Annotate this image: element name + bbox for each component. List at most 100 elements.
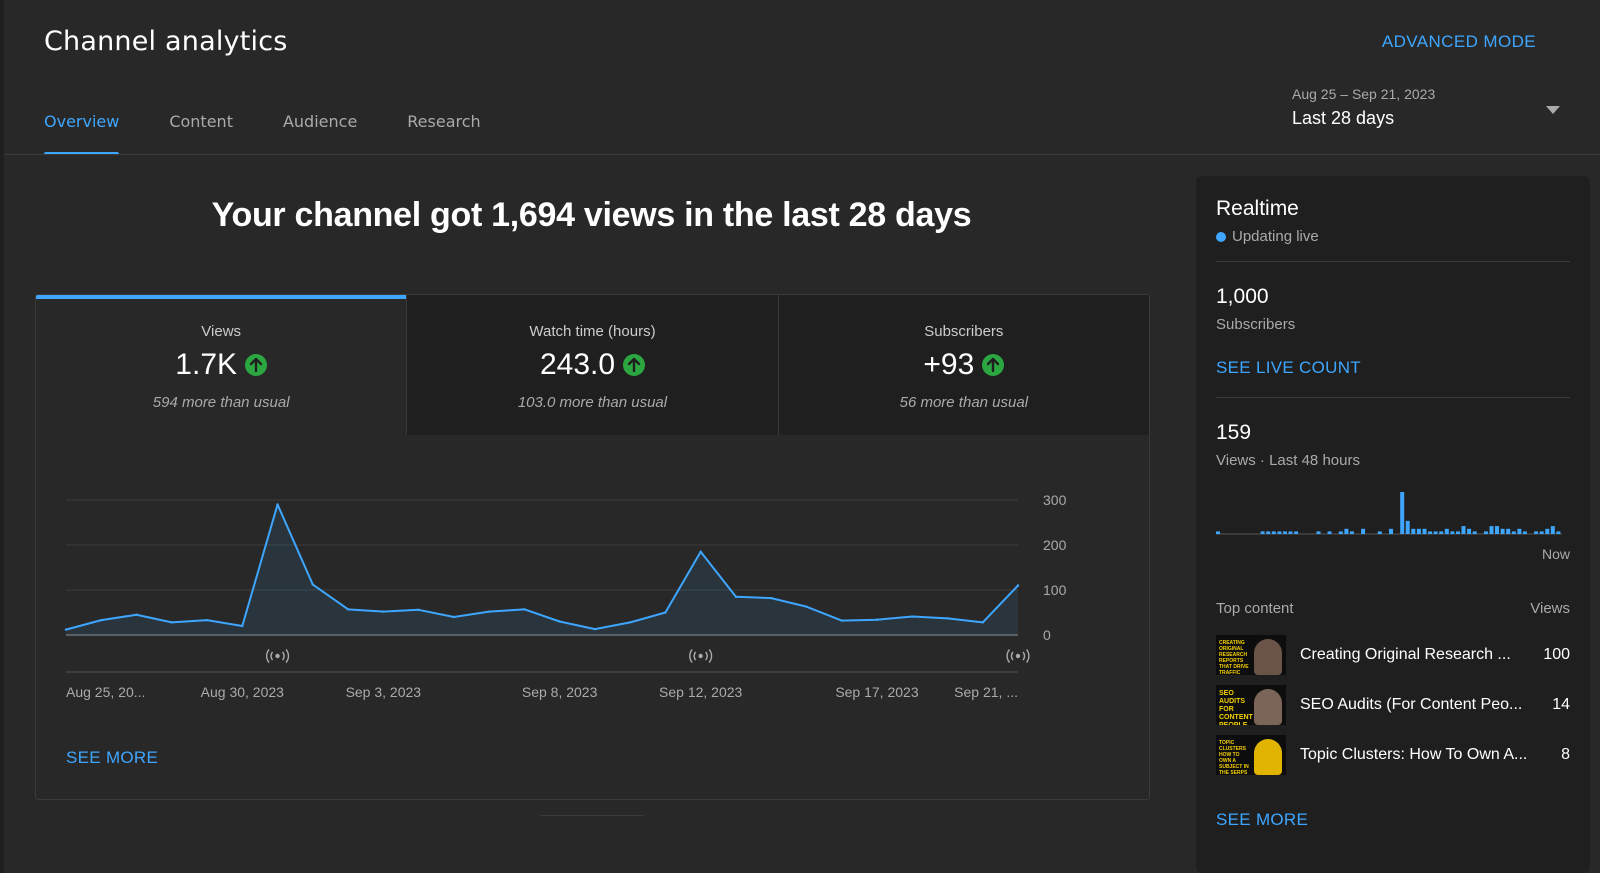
- realtime-bar[interactable]: [1500, 528, 1505, 535]
- data-point: [769, 596, 773, 600]
- realtime-bar[interactable]: [1467, 528, 1472, 535]
- data-point: [100, 618, 103, 622]
- data-point: [805, 605, 808, 608]
- realtime-bar[interactable]: [1349, 531, 1354, 534]
- realtime-bar[interactable]: [1422, 528, 1427, 535]
- date-range-text: Aug 25 – Sep 21, 2023: [1292, 86, 1436, 102]
- realtime-bar[interactable]: [1472, 531, 1477, 534]
- tab-content[interactable]: Content: [169, 112, 233, 131]
- realtime-bar[interactable]: [1428, 531, 1433, 534]
- top-content-item[interactable]: CREATING ORIGINAL RESEARCH REPORTS THAT …: [1216, 635, 1570, 675]
- analytics-tabs: Overview Content Audience Research: [44, 112, 531, 155]
- realtime-bar[interactable]: [1483, 531, 1488, 534]
- metric-tab-subscribers[interactable]: Subscribers +93 56 more than usual: [777, 295, 1149, 435]
- realtime-bar[interactable]: [1495, 526, 1499, 534]
- data-point: [523, 608, 526, 611]
- realtime-bar[interactable]: [1522, 531, 1527, 534]
- realtime-bar[interactable]: [1456, 531, 1460, 534]
- realtime-bar[interactable]: [1461, 526, 1466, 534]
- publish-marker-icon[interactable]: [1006, 649, 1030, 663]
- realtime-bar[interactable]: [1271, 531, 1276, 534]
- realtime-bar[interactable]: [1288, 531, 1293, 534]
- publish-marker-icon[interactable]: [689, 649, 713, 663]
- views-line: [65, 503, 1019, 631]
- realtime-bar[interactable]: [1506, 528, 1511, 535]
- data-point: [981, 621, 984, 624]
- see-more-button[interactable]: SEE MORE: [66, 748, 159, 767]
- data-point: [64, 628, 68, 631]
- tab-research[interactable]: Research: [407, 112, 481, 131]
- realtime-bar[interactable]: [1338, 531, 1343, 534]
- realtime-bar[interactable]: [1283, 531, 1287, 534]
- tab-audience[interactable]: Audience: [282, 112, 358, 131]
- video-title: SEO Audits (For Content Peo...: [1300, 696, 1523, 713]
- advanced-mode-button[interactable]: ADVANCED MODE: [1381, 32, 1536, 51]
- date-range-dropdown[interactable]: Aug 25 – Sep 21, 2023 Last 28 days: [1292, 86, 1576, 138]
- realtime-bar[interactable]: [1316, 531, 1321, 534]
- realtime-bar[interactable]: [1294, 531, 1299, 534]
- realtime-bar[interactable]: [1405, 520, 1410, 534]
- realtime-bar[interactable]: [1534, 531, 1539, 534]
- realtime-bar[interactable]: [1416, 528, 1421, 535]
- realtime-bar[interactable]: [1545, 528, 1550, 535]
- data-point: [170, 621, 173, 624]
- realtime-bar[interactable]: [1389, 528, 1393, 535]
- realtime-bar[interactable]: [1216, 531, 1220, 534]
- metric-delta: 56 more than usual: [899, 394, 1029, 411]
- realtime-title: Realtime: [1216, 197, 1299, 220]
- x-tick-label: Sep 12, 2023: [659, 684, 743, 700]
- data-point: [840, 619, 843, 622]
- video-thumbnail: TOPIC CLUSTERS HOW TO OWN A SUBJECT IN T…: [1216, 735, 1286, 775]
- realtime-bar[interactable]: [1260, 531, 1265, 534]
- metric-delta: 594 more than usual: [152, 394, 290, 411]
- realtime-bar[interactable]: [1511, 531, 1516, 534]
- data-point: [699, 550, 702, 553]
- thumbnail-face: [1254, 739, 1282, 775]
- trend-up-icon: [623, 354, 646, 376]
- realtime-bar[interactable]: [1439, 531, 1444, 534]
- publish-marker-icon[interactable]: [265, 649, 290, 663]
- metric-tab-watch-time[interactable]: Watch time (hours) 243.0 103.0 more than…: [406, 295, 778, 435]
- realtime-bar[interactable]: [1266, 531, 1271, 534]
- realtime-bar[interactable]: [1277, 531, 1282, 534]
- data-point: [628, 621, 632, 624]
- realtime-views-label: Views · Last 48 hours: [1216, 452, 1360, 469]
- realtime-bar[interactable]: [1517, 528, 1522, 535]
- tabs-divider: [4, 154, 1600, 155]
- views-headline: Your channel got 1,694 views in the last…: [211, 196, 972, 234]
- realtime-bar[interactable]: [1539, 531, 1544, 534]
- y-tick-label: 300: [1043, 492, 1067, 508]
- see-more-top-content-button[interactable]: SEE MORE: [1216, 810, 1309, 829]
- thumbnail-face: [1254, 639, 1282, 675]
- metric-label: Views: [201, 323, 242, 340]
- realtime-bar[interactable]: [1344, 528, 1349, 535]
- data-point: [1016, 584, 1020, 587]
- tab-overview[interactable]: Overview: [44, 112, 120, 155]
- data-point: [593, 627, 597, 631]
- thumbnail-text: SEO AUDITS FOR CONTENT PEOPLE: [1219, 690, 1253, 725]
- realtime-bar[interactable]: [1411, 528, 1416, 535]
- trend-up-icon: [245, 354, 268, 376]
- x-tick-label: Sep 8, 2023: [522, 684, 598, 700]
- video-title: Topic Clusters: How To Own A...: [1300, 746, 1528, 763]
- realtime-bar[interactable]: [1556, 531, 1561, 534]
- realtime-bar[interactable]: [1550, 526, 1555, 534]
- top-content-item[interactable]: SEO AUDITS FOR CONTENT PEOPLE SEO Audits…: [1216, 685, 1570, 725]
- see-live-count-button[interactable]: SEE LIVE COUNT: [1216, 358, 1361, 377]
- video-thumbnail: CREATING ORIGINAL RESEARCH REPORTS THAT …: [1216, 635, 1286, 675]
- top-content-item[interactable]: TOPIC CLUSTERS HOW TO OWN A SUBJECT IN T…: [1216, 735, 1570, 775]
- realtime-bar[interactable]: [1361, 528, 1366, 535]
- thumbnail-text: CREATING ORIGINAL RESEARCH REPORTS THAT …: [1219, 640, 1249, 675]
- realtime-bar[interactable]: [1400, 492, 1405, 534]
- realtime-bar[interactable]: [1327, 531, 1332, 534]
- metric-tab-views[interactable]: Views 1.7K 594 more than usual: [36, 295, 407, 435]
- realtime-bar[interactable]: [1433, 531, 1438, 534]
- realtime-bar[interactable]: [1444, 528, 1449, 535]
- data-point: [346, 608, 350, 611]
- realtime-bar[interactable]: [1377, 531, 1382, 534]
- y-tick-label: 200: [1043, 537, 1067, 553]
- divider: [1216, 397, 1570, 398]
- x-tick-label: Aug 25, 20...: [66, 684, 145, 700]
- realtime-bar[interactable]: [1489, 526, 1494, 534]
- realtime-bar[interactable]: [1450, 531, 1455, 534]
